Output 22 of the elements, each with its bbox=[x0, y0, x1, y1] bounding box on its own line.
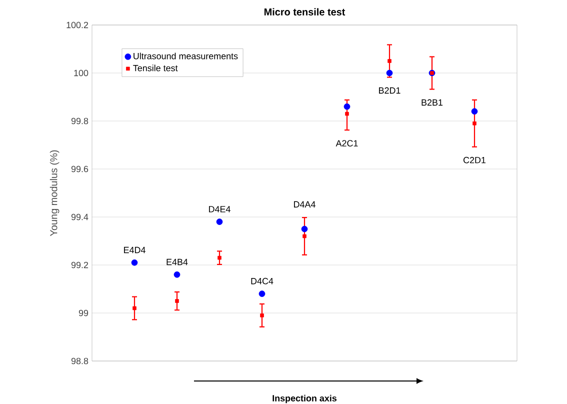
chart-title: Micro tensile test bbox=[264, 8, 346, 16]
y-tick-label: 99.2 bbox=[71, 262, 88, 268]
y-tick-label: 100.2 bbox=[66, 22, 88, 28]
y-tick-label: 99 bbox=[78, 310, 88, 316]
annotation: B2B1 bbox=[422, 99, 443, 106]
legend-label: Ultrasound measurements bbox=[134, 52, 238, 60]
annotation: C2D1 bbox=[463, 156, 486, 164]
annotation: A2C1 bbox=[336, 140, 358, 146]
annotation: E4D4 bbox=[124, 246, 146, 254]
y-tick-label: 100 bbox=[74, 70, 88, 76]
annotation: D4A4 bbox=[294, 201, 316, 208]
y-axis-title: Young modulus (%) bbox=[50, 150, 60, 236]
annotation: B2D1 bbox=[379, 87, 400, 94]
y-tick-label: 99.8 bbox=[71, 118, 88, 124]
annotation: D4C4 bbox=[251, 278, 274, 284]
y-tick-label: 99.4 bbox=[71, 214, 88, 220]
y-tick-label: 99.6 bbox=[71, 166, 88, 172]
y-tick-label: 98.8 bbox=[71, 358, 88, 364]
legend-label: Tensile test bbox=[133, 64, 178, 72]
annotation: E4B4 bbox=[166, 258, 188, 266]
annotation: D4E4 bbox=[209, 206, 230, 212]
x-axis-title: Inspection axis bbox=[272, 394, 337, 404]
